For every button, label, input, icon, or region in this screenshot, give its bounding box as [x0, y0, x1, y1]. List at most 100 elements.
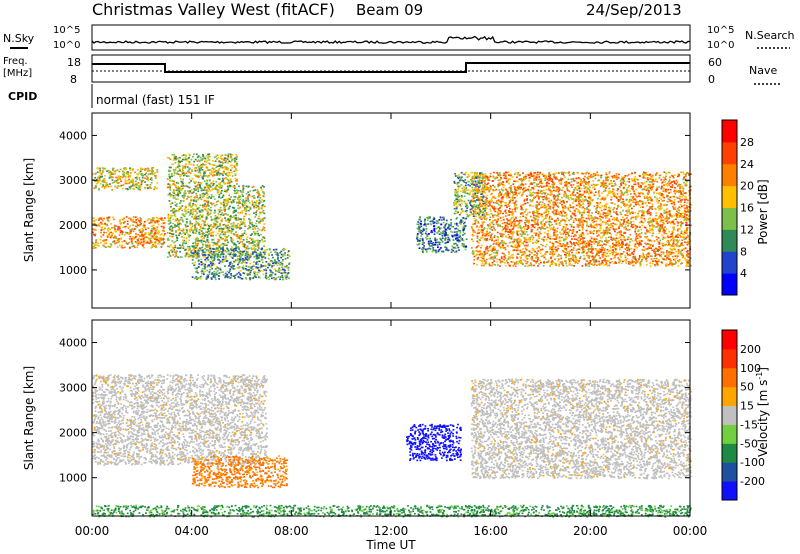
scatter-cell: [288, 263, 291, 265]
scatter-cell: [123, 240, 126, 242]
scatter-cell: [223, 249, 225, 251]
scatter-cell: [625, 210, 628, 212]
scatter-cell: [271, 265, 274, 267]
scatter-cell: [269, 275, 271, 277]
scatter-cell: [195, 175, 197, 178]
scatter-cell: [585, 242, 588, 245]
scatter-cell: [561, 203, 563, 206]
scatter-cell: [168, 173, 171, 176]
scatter-cell: [107, 245, 110, 248]
scatter-cell: [205, 183, 208, 186]
scatter-cell: [288, 262, 291, 264]
scatter-cell: [174, 201, 177, 203]
scatter-cell: [132, 216, 135, 218]
scatter-cell: [189, 172, 192, 175]
scatter-cell: [187, 169, 190, 172]
scatter-cell: [173, 214, 176, 217]
scatter-cell: [158, 241, 161, 243]
scatter-cell: [186, 221, 189, 224]
scatter-cell: [245, 269, 248, 271]
scatter-cell: [210, 235, 213, 237]
scatter-cell: [205, 204, 208, 207]
scatter-cell: [241, 266, 244, 269]
scatter-cell: [245, 233, 248, 236]
scatter-cell: [456, 234, 459, 236]
scatter-cell: [180, 223, 182, 225]
scatter-cell: [220, 227, 223, 230]
scatter-cell: [142, 229, 145, 231]
scatter-cell: [641, 256, 644, 259]
scatter-cell: [217, 209, 220, 211]
scatter-cell: [122, 172, 125, 174]
scatter-cell: [173, 170, 176, 172]
scatter-cell: [225, 220, 228, 222]
scatter-cell: [263, 217, 266, 219]
scatter-cell: [453, 234, 455, 237]
scatter-cell: [457, 239, 459, 242]
scatter-cell: [113, 170, 116, 173]
scatter-cell: [218, 259, 221, 261]
scatter-cell: [130, 185, 132, 188]
scatter-cell: [263, 249, 266, 251]
scatter-cell: [241, 199, 244, 202]
scatter-cell: [187, 211, 190, 213]
scatter-cell: [199, 186, 201, 188]
scatter-cell: [160, 217, 163, 219]
scatter-cell: [179, 170, 182, 173]
scatter-cell: [229, 169, 232, 171]
scatter-cell: [438, 243, 441, 246]
scatter-cell: [181, 213, 184, 216]
scatter-cell: [205, 216, 208, 219]
scatter-cell: [462, 234, 464, 236]
scatter-cell: [545, 243, 548, 246]
scatter-cell: [203, 254, 206, 256]
scatter-cell: [533, 232, 536, 235]
scatter-cell: [458, 240, 461, 242]
scatter-cell: [555, 204, 557, 206]
scatter-cell: [214, 215, 217, 217]
scatter-cell: [103, 167, 106, 170]
scatter-cell: [218, 169, 220, 171]
scatter-cell: [255, 222, 257, 225]
scatter-cell: [656, 225, 659, 228]
scatter-cell: [218, 246, 221, 248]
scatter-cell: [183, 214, 186, 217]
scatter-cell: [150, 235, 153, 238]
scatter-cell: [479, 252, 482, 255]
scatter-cell: [669, 188, 672, 191]
scatter-cell: [132, 230, 135, 233]
scatter-cell: [680, 193, 683, 195]
scatter-cell: [511, 213, 514, 215]
scatter-cell: [222, 238, 224, 240]
scatter-cell: [268, 254, 270, 257]
scatter-cell: [137, 239, 139, 242]
scatter-cell: [678, 216, 681, 218]
scatter-cell: [518, 244, 521, 246]
scatter-cell: [634, 243, 637, 246]
noise-panel-frame: [91, 24, 691, 51]
scatter-cell: [222, 246, 224, 249]
scatter-cell: [444, 246, 446, 248]
scatter-cell: [175, 231, 177, 233]
scatter-cell: [422, 227, 425, 230]
scatter-cell: [257, 234, 259, 236]
scatter-cell: [192, 164, 195, 166]
scatter-cell: [620, 181, 623, 184]
scatter-cell: [130, 240, 133, 243]
scatter-cell: [579, 257, 581, 260]
scatter-cell: [140, 230, 142, 232]
scatter-cell: [217, 232, 219, 235]
scatter-cell: [185, 172, 188, 174]
scatter-cell: [216, 266, 219, 269]
scatter-cell: [132, 168, 135, 170]
scatter-cell: [421, 242, 424, 244]
scatter-cell: [142, 238, 145, 240]
scatter-cell: [223, 207, 226, 210]
scatter-cell: [672, 241, 675, 243]
scatter-cell: [147, 168, 150, 170]
scatter-cell: [163, 234, 165, 237]
scatter-cell: [192, 252, 195, 255]
scatter-cell: [428, 247, 431, 250]
scatter-cell: [255, 266, 258, 268]
scatter-cell: [532, 214, 535, 216]
